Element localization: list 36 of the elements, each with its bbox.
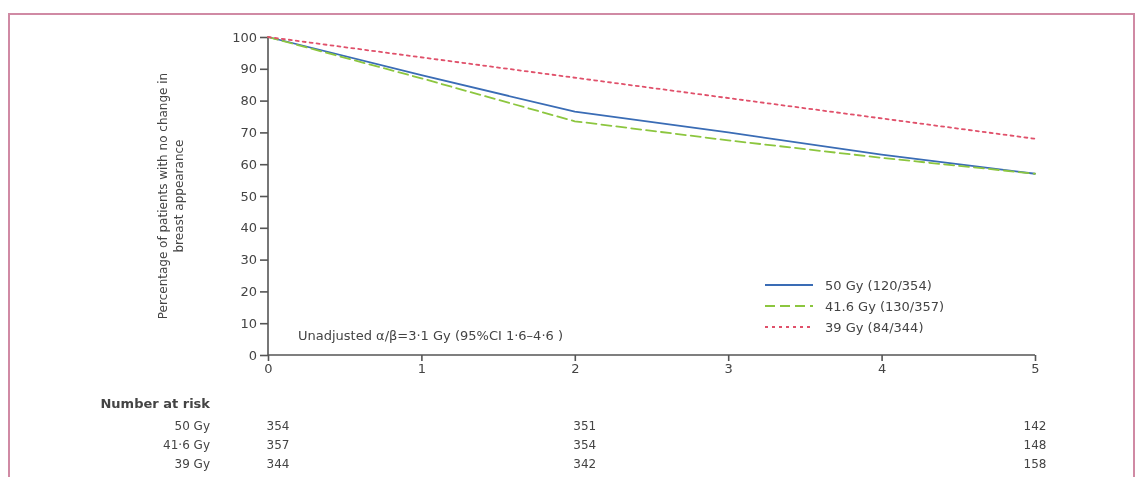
y-tick-label: 70 xyxy=(240,125,257,141)
annotation: Unadjusted α/β=3·1 Gy (95%CI 1·6–4·6 ) xyxy=(298,328,563,343)
y-tick-label: 30 xyxy=(240,252,257,268)
x-tick-label: 4 xyxy=(877,361,887,377)
legend-label: 39 Gy (84/344) xyxy=(825,320,924,335)
legend-label: 41.6 Gy (130/357) xyxy=(825,299,945,314)
y-tick-label: 0 xyxy=(248,347,257,363)
x-tick-label: 0 xyxy=(264,361,273,377)
legend-label: 50 Gy (120/354) xyxy=(825,278,932,293)
y-tick-label: 60 xyxy=(240,156,257,172)
text: 344 xyxy=(266,457,290,471)
line-series xyxy=(267,36,1036,175)
text: 357 xyxy=(266,438,290,452)
y-tick-label: 20 xyxy=(240,284,257,300)
y-tick-label: 40 xyxy=(240,220,257,236)
text: 354 xyxy=(573,438,597,452)
y-tick-label: 50 xyxy=(240,188,257,204)
x-tick-label: 1 xyxy=(417,361,427,377)
y-axis-title: Percentage of patients with no change in breast appearance xyxy=(156,72,186,320)
text: 142 xyxy=(1023,419,1047,433)
y-tick-label: 90 xyxy=(240,61,257,77)
text: 342 xyxy=(573,457,597,471)
text: 148 xyxy=(1023,438,1047,452)
text: 39 Gy xyxy=(174,457,210,471)
y-tick-label: 80 xyxy=(240,93,257,109)
x-tick-label: 2 xyxy=(571,361,580,377)
text: Number at risk xyxy=(100,396,211,411)
text: 158 xyxy=(1023,457,1047,471)
y-tick-label: 10 xyxy=(240,315,257,331)
text: 354 xyxy=(266,419,290,433)
text: 351 xyxy=(573,419,597,433)
x-tick-label: 5 xyxy=(1031,361,1040,377)
y-tick-label: 100 xyxy=(232,29,257,45)
text: 50 Gy xyxy=(174,419,210,433)
x-tick-label: 3 xyxy=(724,361,733,377)
text: 41·6 Gy xyxy=(163,438,210,452)
